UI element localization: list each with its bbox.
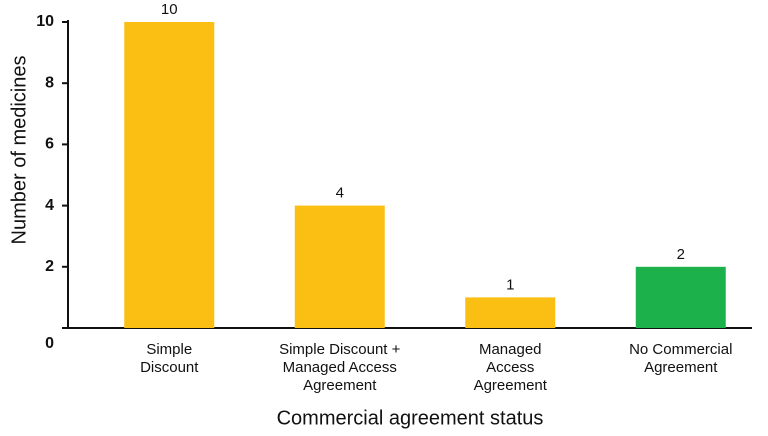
x-tick-label: Simple Discount [140, 341, 199, 376]
bar [294, 205, 385, 328]
x-tick-label-line: Agreement [303, 377, 377, 394]
value-label: 4 [336, 185, 344, 202]
x-tick-label-line: Managed [479, 341, 542, 358]
y-axis-title: Number of medicines [8, 56, 30, 245]
y-tick-label: 2 [45, 258, 54, 275]
x-tick-label-line: Simple [146, 341, 192, 358]
value-label: 2 [677, 246, 685, 263]
x-tick-label: No Commercial Agreement [629, 341, 732, 376]
y-tick-label: 10 [36, 13, 54, 30]
x-tick-label-line: Agreement [644, 359, 718, 376]
x-tick-label-line: Access [486, 359, 534, 376]
x-tick-label: Managed Access Agreement [474, 341, 548, 394]
x-tick-label-line: Discount [140, 359, 199, 376]
bar [635, 266, 726, 328]
x-tick-label-line: Agreement [474, 377, 548, 394]
x-tick-label: Simple Discount + Managed Access Agreement [279, 341, 401, 394]
x-tick-label-line: No Commercial [629, 341, 732, 358]
x-tick-label-line: Managed Access [283, 359, 397, 376]
y-tick-label: 4 [45, 197, 54, 214]
bar [124, 22, 215, 328]
y-tick-label: 0 [45, 335, 54, 352]
value-label: 1 [506, 276, 514, 293]
x-axis-title: Commercial agreement status [277, 407, 544, 429]
value-label: 10 [161, 1, 178, 18]
y-tick-label: 8 [45, 74, 54, 91]
x-tick-label-line: Simple Discount + [279, 341, 401, 358]
bar [465, 297, 556, 328]
y-tick-label: 6 [45, 136, 54, 153]
